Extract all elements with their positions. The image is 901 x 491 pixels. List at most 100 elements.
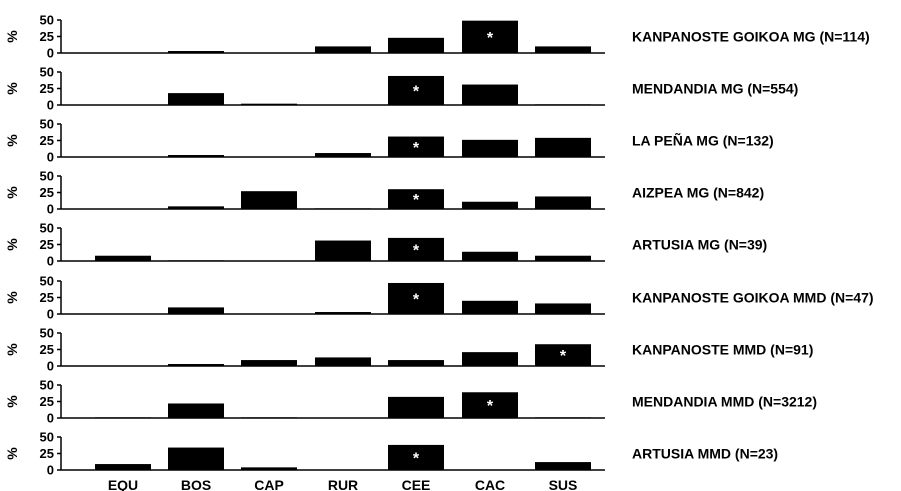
- panel-title: ARTUSIA MMD (N=23): [632, 446, 778, 462]
- bar-cap: [241, 417, 297, 418]
- panel-title: KANPANOSTE GOIKOA MG (N=114): [632, 29, 870, 45]
- y-axis-label: %: [4, 30, 20, 43]
- bar-sus: [535, 196, 591, 209]
- x-tick-label: BOS: [181, 477, 211, 491]
- y-tick-label: 50: [40, 378, 54, 393]
- bar-sus: [535, 104, 591, 105]
- bar-cee: [388, 360, 444, 366]
- significance-marker: *: [413, 140, 420, 157]
- bar-sus: [535, 417, 591, 418]
- bar-cee: [388, 396, 444, 418]
- y-axis-label: %: [4, 186, 20, 199]
- y-tick-label: 25: [40, 446, 54, 461]
- bar-rur: [315, 357, 371, 366]
- bar-sus: [535, 137, 591, 157]
- bar-bos: [168, 155, 224, 157]
- bar-bos: [168, 403, 224, 418]
- significance-marker: *: [413, 242, 420, 259]
- bar-rur: [315, 153, 371, 157]
- significance-marker: *: [413, 450, 420, 467]
- panel-title: KANPANOSTE MMD (N=91): [632, 342, 813, 358]
- bar-cac: [462, 300, 518, 314]
- y-tick-label: 25: [40, 394, 54, 409]
- y-tick-label: 25: [40, 29, 54, 44]
- y-tick-label: 0: [47, 98, 54, 113]
- bar-cac: [462, 352, 518, 366]
- bar-cap: [241, 467, 297, 470]
- panel-title: MENDANDIA MG (N=554): [632, 81, 798, 97]
- bar-rur: [315, 312, 371, 314]
- y-tick-label: 50: [40, 430, 54, 445]
- y-tick-label: 25: [40, 237, 54, 252]
- bar-cap: [241, 360, 297, 366]
- bar-bos: [168, 93, 224, 105]
- significance-marker: *: [560, 348, 567, 365]
- bar-equ: [95, 255, 151, 261]
- bar-bos: [168, 364, 224, 366]
- y-tick-label: 25: [40, 81, 54, 96]
- x-tick-label: EQU: [108, 477, 138, 491]
- significance-marker: *: [413, 192, 420, 209]
- bar-bos: [168, 51, 224, 53]
- bar-sus: [535, 344, 591, 366]
- bar-bos: [168, 447, 224, 470]
- bar-cac: [462, 251, 518, 261]
- panel-title: MENDANDIA MMD (N=3212): [632, 394, 817, 410]
- x-tick-label: CEE: [402, 477, 431, 491]
- y-axis-label: %: [4, 447, 20, 460]
- y-tick-label: 0: [47, 307, 54, 322]
- x-tick-label: SUS: [549, 477, 578, 491]
- y-tick-label: 50: [40, 169, 54, 184]
- bar-rur: [315, 46, 371, 53]
- y-tick-label: 0: [47, 254, 54, 269]
- panel-title: LA PEÑA MG (N=132): [632, 132, 774, 149]
- y-tick-label: 0: [47, 202, 54, 217]
- y-tick-label: 25: [40, 133, 54, 148]
- x-tick-label: CAP: [254, 477, 284, 491]
- bar-bos: [168, 206, 224, 209]
- bar-equ: [95, 464, 151, 470]
- bar-cee: [388, 237, 444, 261]
- x-tick-label: CAC: [475, 477, 505, 491]
- bar-cac: [462, 139, 518, 157]
- y-tick-label: 0: [47, 359, 54, 374]
- bar-cee: [388, 444, 444, 470]
- bar-cac: [462, 84, 518, 105]
- y-tick-label: 0: [47, 463, 54, 478]
- bar-sus: [535, 46, 591, 53]
- y-axis-label: %: [4, 395, 20, 408]
- bar-sus: [535, 255, 591, 261]
- significance-marker: *: [487, 398, 494, 415]
- bar-cee: [388, 75, 444, 105]
- bar-cap: [241, 103, 297, 105]
- bar-cac: [462, 392, 518, 418]
- y-tick-label: 25: [40, 290, 54, 305]
- bar-cee: [388, 282, 444, 314]
- y-axis-label: %: [4, 291, 20, 304]
- bar-bos: [168, 260, 224, 261]
- y-tick-label: 50: [40, 117, 54, 132]
- panel-title: AIZPEA MG (N=842): [632, 185, 764, 201]
- y-axis-label: %: [4, 82, 20, 95]
- y-tick-label: 0: [47, 150, 54, 165]
- y-tick-label: 50: [40, 326, 54, 341]
- y-tick-label: 50: [40, 274, 54, 289]
- bar-cac: [462, 20, 518, 53]
- bar-rur: [315, 240, 371, 261]
- significance-marker: *: [413, 83, 420, 100]
- y-tick-label: 25: [40, 185, 54, 200]
- bar-cac: [462, 201, 518, 209]
- y-axis-label: %: [4, 134, 20, 147]
- bar-sus: [535, 303, 591, 314]
- significance-marker: *: [413, 291, 420, 308]
- bar-cee: [388, 189, 444, 209]
- bar-rur: [315, 208, 371, 209]
- y-tick-label: 50: [40, 65, 54, 80]
- bar-cee: [388, 37, 444, 53]
- y-tick-label: 25: [40, 342, 54, 357]
- bar-sus: [535, 462, 591, 470]
- significance-marker: *: [487, 30, 494, 47]
- x-tick-label: RUR: [328, 477, 358, 491]
- y-tick-label: 50: [40, 13, 54, 28]
